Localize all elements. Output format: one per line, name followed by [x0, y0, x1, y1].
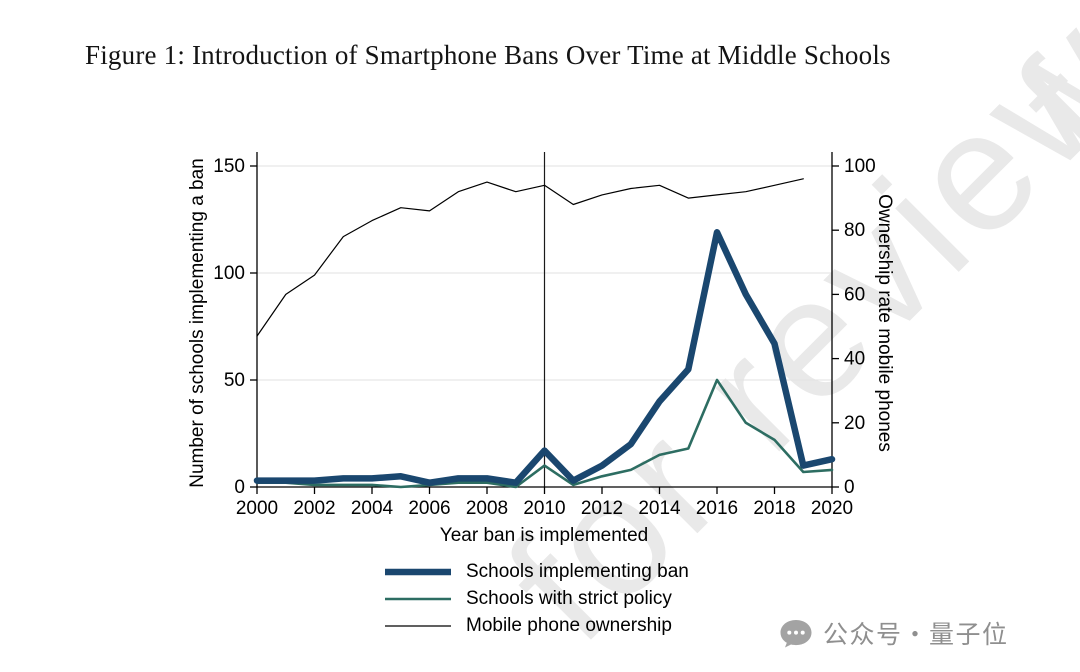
legend-item: Mobile phone ownership [383, 616, 689, 636]
left-axis-title: Number of schools implementing a ban [187, 158, 208, 488]
x-tick-label: 2020 [811, 498, 853, 519]
left-tick-label: 150 [213, 156, 245, 177]
x-tick-label: 2002 [293, 498, 335, 519]
right-tick-label: 80 [844, 220, 865, 241]
series-line-1-schools-with-strict-policy [255, 378, 834, 489]
legend-label: Schools with strict policy [466, 588, 672, 609]
left-tick-label: 100 [213, 263, 245, 284]
right-tick-label: 100 [844, 156, 876, 177]
brand-watermark: 公众号・量子位 [778, 615, 1009, 651]
chat-bubble-icon [778, 618, 814, 649]
x-tick-label: 2018 [753, 498, 795, 519]
chart-legend: Schools implementing ban Schools with str… [383, 562, 689, 636]
x-tick-label: 2000 [236, 498, 278, 519]
x-axis-title: Year ban is implemented [440, 525, 648, 546]
x-tick-label: 2004 [351, 498, 394, 519]
legend-line-swatch [385, 568, 451, 576]
legend-item: Schools with strict policy [383, 589, 689, 609]
x-tick-label: 2012 [581, 498, 623, 519]
right-axis-title: Ownership rate mobile phones [874, 194, 895, 452]
x-tick-label: 2006 [408, 498, 450, 519]
legend-label: Mobile phone ownership [466, 615, 672, 636]
brand-text: 公众号・量子位 [823, 621, 1009, 649]
right-tick-label: 0 [844, 477, 855, 498]
right-tick-label: 60 [844, 284, 865, 305]
legend-line-swatch [385, 597, 451, 601]
x-tick-label: 2010 [523, 498, 565, 519]
legend-item: Schools implementing ban [383, 562, 689, 582]
x-tick-label: 2014 [638, 498, 681, 519]
series-line-2-mobile-phone-ownership [256, 178, 804, 337]
left-tick-label: 0 [234, 477, 245, 498]
left-tick-label: 50 [224, 370, 245, 391]
series-line-0-schools-implementing-ban [253, 229, 836, 486]
legend-line-swatch [385, 625, 451, 627]
right-tick-label: 40 [844, 349, 865, 370]
x-tick-label: 2016 [696, 498, 738, 519]
right-tick-label: 20 [844, 413, 865, 434]
plot-area: 0 50 100 150 0 20 40 60 80 100 2000 2002 2004 2006 200… [213, 152, 876, 519]
figure-title: Figure 1: Introduction of Smartphone Ban… [85, 40, 891, 70]
legend-label: Schools implementing ban [466, 561, 689, 582]
x-tick-label: 2008 [466, 498, 508, 519]
